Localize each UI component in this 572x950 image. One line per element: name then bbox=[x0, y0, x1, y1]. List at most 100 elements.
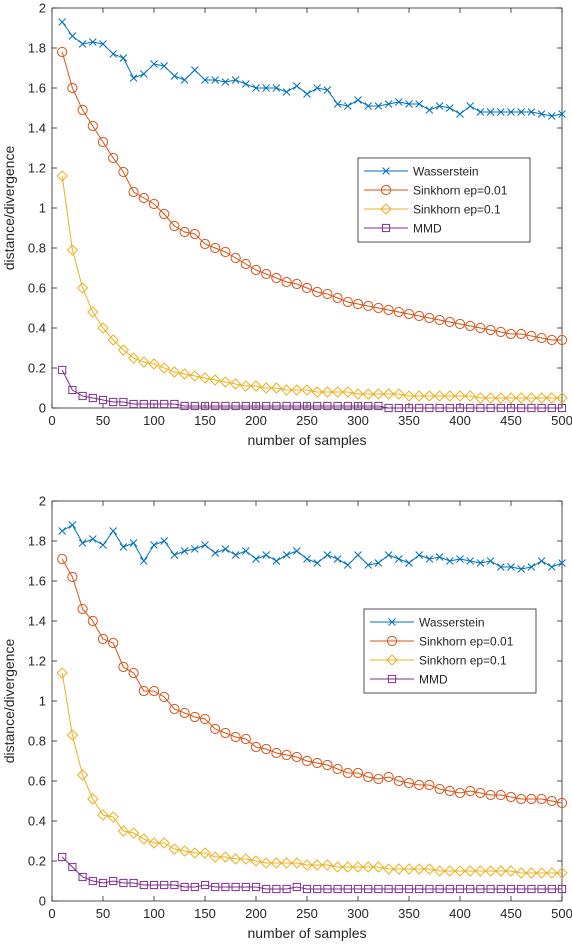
chart1-xtick-label: 300 bbox=[347, 413, 369, 428]
chart1-series-mmd-point bbox=[251, 401, 261, 411]
chart1-ytick-label: 1.4 bbox=[28, 121, 46, 136]
chart2-series-sinkhorn-ep-0-1-point bbox=[87, 793, 99, 805]
chart2-series-mmd-point bbox=[302, 884, 312, 894]
chart1-series-sinkhorn-ep-0-01-point bbox=[281, 276, 292, 288]
chart2-series-wasserstein-line bbox=[61, 524, 563, 570]
chart1-legend-entry-sinkhorn-ep-0-01-marker bbox=[380, 184, 392, 196]
chart2-series-mmd-point bbox=[537, 884, 546, 894]
chart1-series-mmd-point bbox=[404, 403, 414, 413]
chart2-series-sinkhorn-ep-0-1-point bbox=[76, 769, 89, 781]
chart1-series-sinkhorn-ep-0-1-point bbox=[250, 380, 262, 392]
chart2-ticks: 0 50 100 150 200 250 300 350 400 450 500 0 0.2 0.4 0.6… bbox=[28, 494, 572, 922]
chart2-ytick-label: 0.4 bbox=[28, 814, 46, 829]
chart1-series-sinkhorn-ep-0-01-point bbox=[485, 324, 496, 336]
chart1-series-sinkhorn-ep-0-1-point bbox=[403, 390, 415, 402]
chart2-series-mmd-point bbox=[384, 884, 393, 894]
chart2-series-wasserstein-point bbox=[201, 541, 209, 549]
chart2-legend: Wasserstein Sinkhorn ep=0.01 Sinkhorn ep=0… bbox=[363, 608, 537, 694]
chart1-series-sinkhorn-ep-0-01-point bbox=[403, 308, 415, 320]
chart2-xtick-label: 450 bbox=[500, 906, 522, 921]
chart2-series-sinkhorn-ep-0-1-point bbox=[250, 855, 262, 867]
chart2-series-sinkhorn-ep-0-01-point bbox=[301, 755, 313, 767]
chart1-series-sinkhorn-ep-0-01-point bbox=[97, 136, 109, 148]
chart1-series-sinkhorn-ep-0-1-point bbox=[148, 358, 160, 370]
chart2-series-mmd-point bbox=[506, 884, 516, 894]
chart1-series-mmd-point bbox=[455, 403, 465, 413]
chart2-series-mmd-point bbox=[394, 884, 403, 894]
chart1-series-wasserstein-point bbox=[109, 50, 118, 58]
chart2-series-wasserstein-point bbox=[405, 559, 413, 567]
chart2-series-sinkhorn-ep-0-01-point bbox=[536, 793, 547, 805]
chart2-series-sinkhorn-ep-0-1-point bbox=[280, 857, 293, 869]
chart2-series-sinkhorn-ep-0-01-point bbox=[465, 785, 476, 797]
chart2-series-sinkhorn-ep-0-01-point bbox=[373, 773, 384, 785]
chart1-series-sinkhorn-ep-0-1-point bbox=[382, 388, 395, 400]
chart1-series-wasserstein-point bbox=[252, 84, 260, 92]
chart1-series-sinkhorn-ep-0-01-point bbox=[67, 82, 78, 94]
chart2-series-sinkhorn-ep-0-1-point bbox=[382, 863, 395, 875]
chart1-series-wasserstein-point bbox=[190, 66, 199, 74]
chart1-series-mmd-point bbox=[557, 403, 567, 413]
chart1-series-sinkhorn-ep-0-01-point bbox=[424, 312, 435, 324]
chart2-series-wasserstein-point bbox=[445, 557, 454, 565]
chart1-series-sinkhorn-ep-0-1-point bbox=[423, 390, 436, 402]
chart2-series-sinkhorn-ep-0-01-point bbox=[403, 777, 415, 789]
chart1-series-sinkhorn-ep-0-01-point bbox=[220, 246, 231, 258]
chart2-series-sinkhorn-ep-0-01-point bbox=[526, 793, 537, 805]
chart1-series-wasserstein-point bbox=[241, 80, 250, 88]
chart1-series-wasserstein-point bbox=[303, 90, 311, 98]
chart1-series-sinkhorn-ep-0-01-point bbox=[546, 334, 557, 346]
chart1-series-mmd-point bbox=[537, 403, 546, 413]
chart2-ytick-label: 1.8 bbox=[28, 534, 46, 549]
chart2-series-sinkhorn-ep-0-1-point bbox=[321, 859, 334, 871]
chart2-xtick-label: 250 bbox=[296, 906, 318, 921]
chart1-series-wasserstein-point bbox=[68, 32, 77, 40]
chart2-series-sinkhorn-ep-0-01-point bbox=[363, 771, 374, 783]
chart2-series-wasserstein-point bbox=[466, 557, 475, 565]
chart2-series-sinkhorn-ep-0-1-point bbox=[270, 857, 283, 869]
chart2-series-sinkhorn-ep-0-01-point bbox=[383, 771, 394, 783]
chart1-series-wasserstein-point bbox=[170, 72, 179, 80]
chart1-ytick-label: 0.8 bbox=[28, 241, 46, 256]
chart2-legend-entry-wasserstein-marker bbox=[388, 618, 396, 626]
chart1-series-sinkhorn-ep-0-1-point bbox=[342, 386, 354, 398]
chart2-legend-entry-wasserstein-label: Wasserstein bbox=[419, 616, 485, 630]
chart1-series-sinkhorn-ep-0-1-point bbox=[219, 376, 232, 388]
chart1-series-mmd-point bbox=[109, 397, 118, 407]
chart1-series-wasserstein-point bbox=[201, 76, 209, 84]
chart1-xtick-label: 100 bbox=[143, 413, 165, 428]
chart2-series-mmd-point bbox=[98, 878, 108, 888]
chart-top: 0 50 100 150 200 250 300 350 400 450 500 0 0.2 0.4 0.6… bbox=[1, 1, 572, 449]
chart1-series-sinkhorn-ep-0-1-point bbox=[66, 244, 79, 256]
chart1-legend-entry-mmd: MMD bbox=[364, 222, 442, 236]
chart2-series-mmd bbox=[58, 852, 567, 894]
chart1-series-sinkhorn-ep-0-01-point bbox=[138, 192, 149, 204]
chart1-series-mmd-point bbox=[302, 401, 312, 411]
chart1-series-mmd-point bbox=[180, 401, 189, 411]
chart1-xtick-label: 500 bbox=[551, 413, 572, 428]
chart1-series-sinkhorn-ep-0-01-point bbox=[148, 198, 160, 210]
chart2-ytick-label: 0 bbox=[39, 894, 46, 909]
chart1-series-sinkhorn-ep-0-01-point bbox=[393, 306, 404, 318]
chart2-series-sinkhorn-ep-0-1-point bbox=[484, 865, 497, 877]
chart2-series-sinkhorn-ep-0-1 bbox=[56, 667, 568, 879]
chart2-series-mmd-point bbox=[455, 884, 465, 894]
chart1-xtick-label: 200 bbox=[245, 413, 267, 428]
chart2-series-sinkhorn-ep-0-01-point bbox=[189, 711, 200, 723]
chart2-series-sinkhorn-ep-0-01-point bbox=[424, 779, 435, 791]
chart2-series-sinkhorn-ep-0-1-point bbox=[556, 867, 568, 879]
chart1-series-wasserstein-point bbox=[476, 108, 485, 116]
chart1-series-wasserstein-point bbox=[88, 38, 97, 46]
chart1-ytick-label: 0.6 bbox=[28, 281, 46, 296]
chart2-series-mmd-point bbox=[272, 884, 281, 894]
chart1-series-wasserstein bbox=[58, 18, 566, 120]
chart2-series-sinkhorn-ep-0-1-point bbox=[291, 857, 303, 869]
chart2-series-sinkhorn-ep-0-01-point bbox=[67, 571, 78, 583]
chart1-series-wasserstein-point bbox=[435, 102, 444, 110]
chart2-series-sinkhorn-ep-0-01-point bbox=[118, 661, 129, 673]
chart2-series-mmd-point bbox=[547, 884, 556, 894]
chart2-series-wasserstein-point bbox=[231, 551, 240, 559]
chart1-series-sinkhorn-ep-0-1-point bbox=[505, 392, 517, 404]
chart1-series-sinkhorn-ep-0-1-point bbox=[158, 362, 170, 374]
chart2-series-sinkhorn-ep-0-1-point bbox=[301, 859, 313, 871]
